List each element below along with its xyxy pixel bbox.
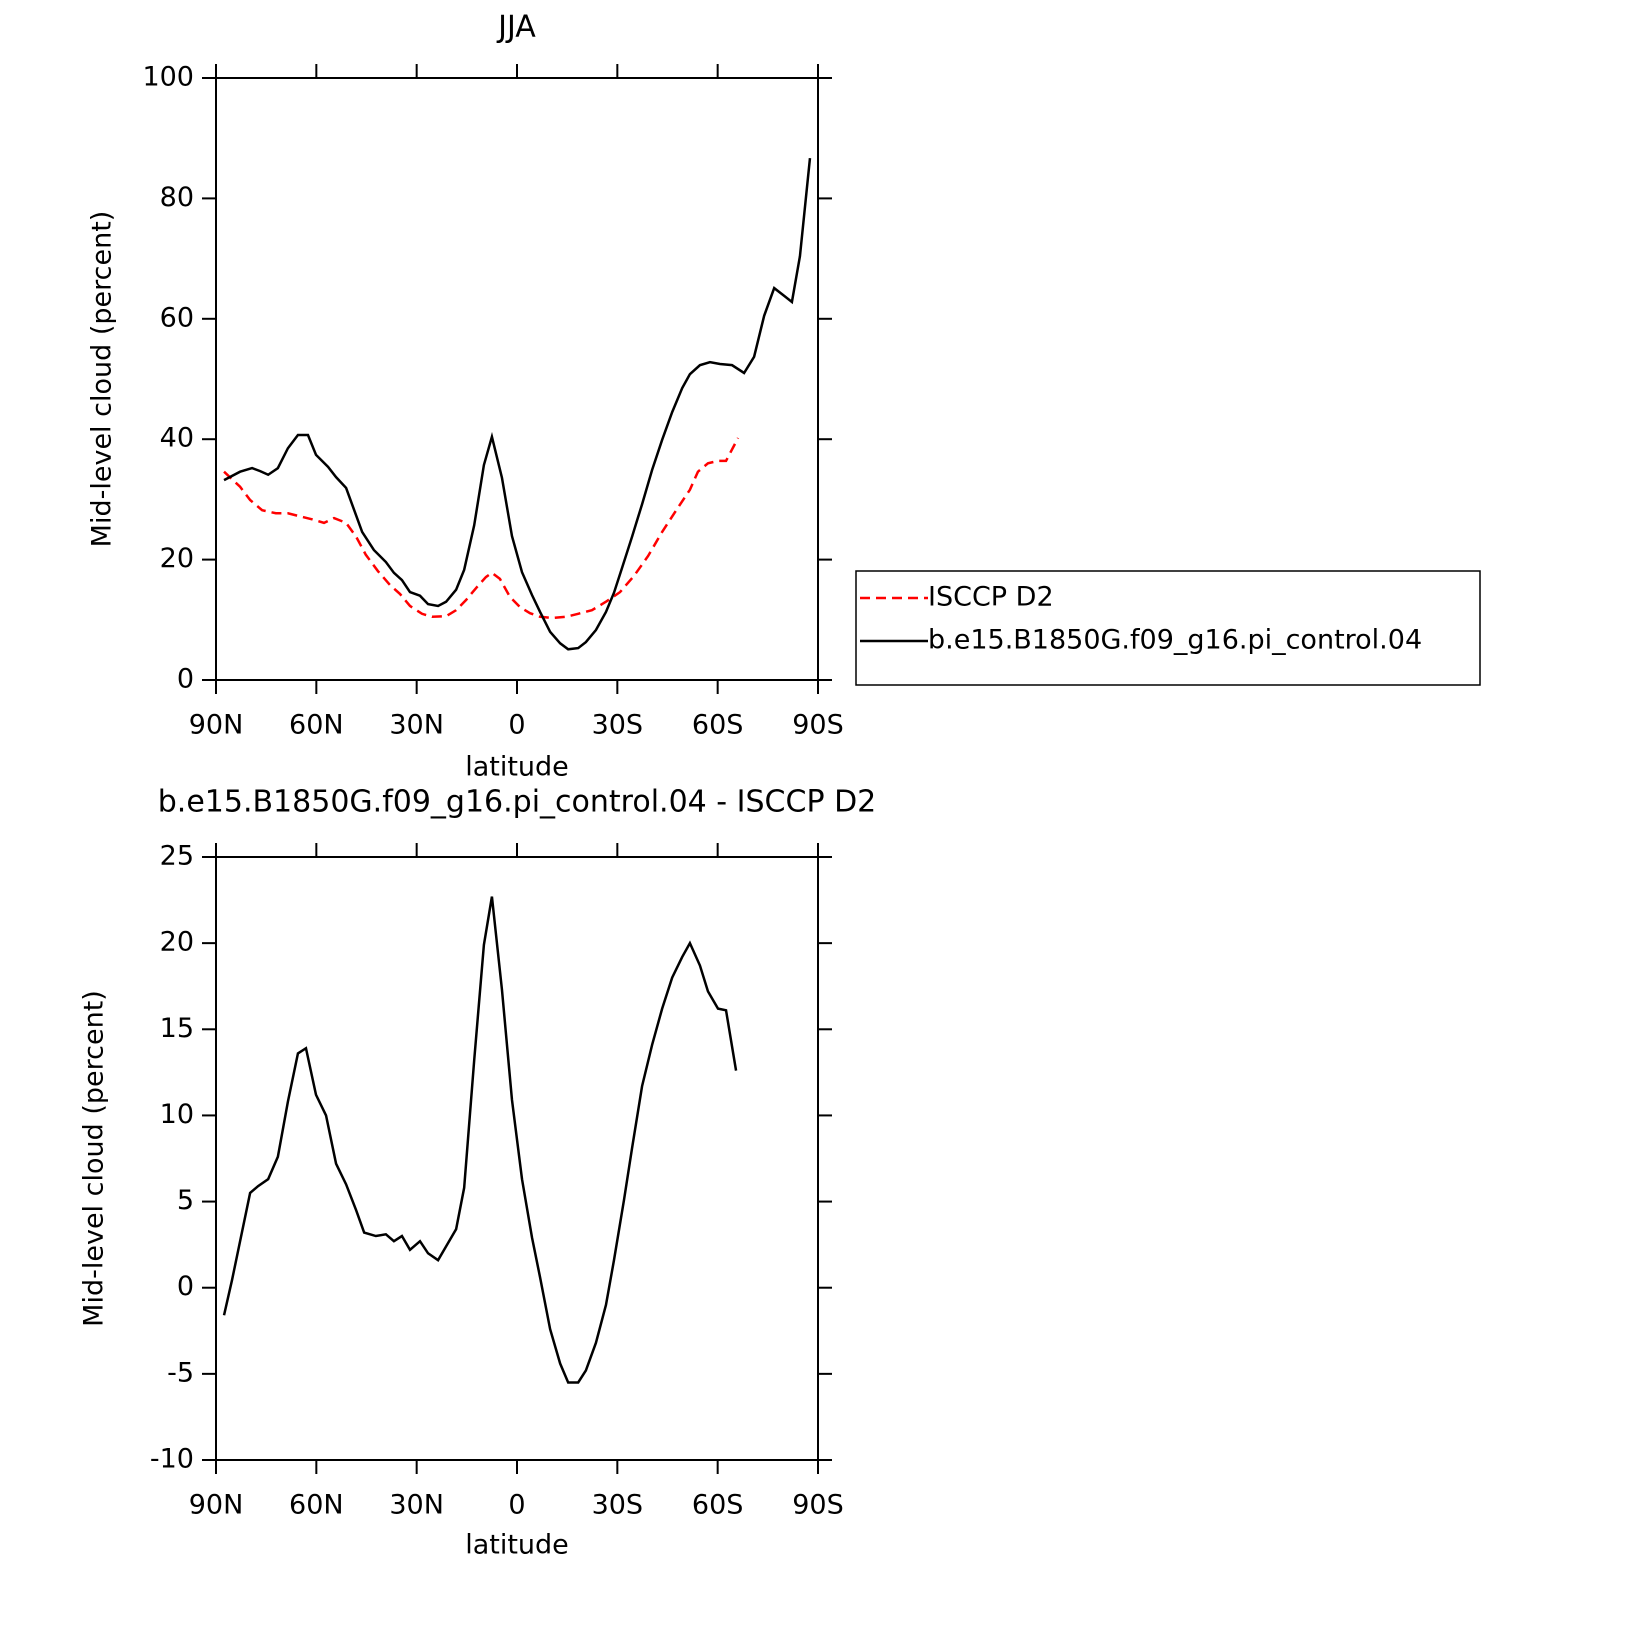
y-tick-label: 20	[160, 927, 194, 958]
x-tick-label: 90S	[792, 710, 844, 741]
chart-title: JJA	[496, 10, 536, 45]
x-tick-label: 0	[508, 1490, 525, 1521]
y-axis-label: Mid-level cloud (percent)	[79, 990, 110, 1327]
y-tick-label: 20	[160, 543, 194, 574]
y-tick-label: 25	[160, 841, 194, 872]
x-tick-label: 90N	[189, 1490, 244, 1521]
x-axis-label: latitude	[465, 1530, 569, 1561]
y-tick-label: 10	[160, 1099, 194, 1130]
chart-title: b.e15.B1850G.f09_g16.pi_control.04 - ISC…	[158, 785, 877, 820]
x-tick-label: 30S	[592, 1490, 644, 1521]
x-axis-label: latitude	[465, 752, 569, 783]
y-tick-label: 80	[160, 182, 194, 213]
x-tick-label: 60N	[289, 1490, 344, 1521]
data-line	[223, 437, 740, 620]
y-tick-label: 60	[160, 302, 194, 333]
plot-frame	[215, 77, 819, 681]
legend-label: ISCCP D2	[928, 582, 1054, 613]
x-tick-label: 30N	[389, 1490, 444, 1521]
x-tick-label: 0	[508, 710, 525, 741]
y-tick-label: 100	[142, 62, 194, 93]
y-tick-label: -10	[150, 1444, 194, 1475]
data-line	[222, 896, 738, 1384]
y-tick-label: 15	[160, 1013, 194, 1044]
y-tick-label: 0	[177, 664, 194, 695]
y-tick-label: 40	[160, 423, 194, 454]
y-tick-label: 0	[177, 1271, 194, 1302]
y-tick-label: -5	[167, 1357, 194, 1388]
x-tick-label: 90N	[189, 710, 244, 741]
x-tick-label: 30S	[592, 710, 644, 741]
x-tick-label: 90S	[792, 1490, 844, 1521]
x-tick-label: 30N	[389, 710, 444, 741]
y-tick-label: 5	[177, 1185, 194, 1216]
x-tick-label: 60S	[692, 710, 744, 741]
data-line	[223, 157, 812, 651]
y-axis-label: Mid-level cloud (percent)	[87, 211, 118, 548]
x-tick-label: 60S	[692, 1490, 744, 1521]
legend-box	[855, 570, 1481, 686]
x-tick-label: 60N	[289, 710, 344, 741]
plot-frame	[215, 856, 819, 1461]
legend-label: b.e15.B1850G.f09_g16.pi_control.04	[928, 625, 1422, 656]
